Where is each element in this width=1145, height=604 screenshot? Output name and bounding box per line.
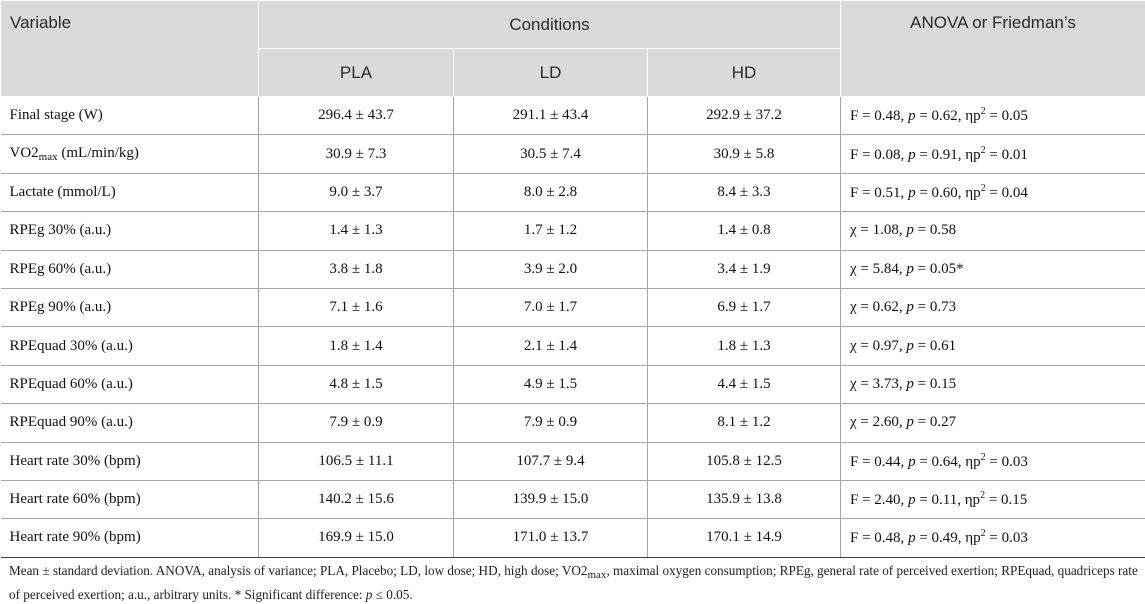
cell-hd: 1.4 ± 0.8 <box>648 212 841 250</box>
cell-statistic: F = 0.08, p = 0.91, ηp2 = 0.01 <box>841 135 1145 173</box>
cell-hd: 8.1 ± 1.2 <box>648 404 841 442</box>
cell-variable: Heart rate 30% (bpm) <box>1 442 259 480</box>
cell-pla: 106.5 ± 11.1 <box>259 442 454 480</box>
cell-pla: 1.8 ± 1.4 <box>259 327 454 365</box>
cell-statistic: F = 0.44, p = 0.64, ηp2 = 0.03 <box>841 442 1145 480</box>
cell-statistic: χ = 3.73, p = 0.15 <box>841 365 1145 403</box>
cell-statistic: χ = 0.97, p = 0.61 <box>841 327 1145 365</box>
cell-statistic: χ = 0.62, p = 0.73 <box>841 288 1145 326</box>
cell-ld: 2.1 ± 1.4 <box>454 327 648 365</box>
cell-ld: 30.5 ± 7.4 <box>454 135 648 173</box>
cell-pla: 169.9 ± 15.0 <box>259 519 454 557</box>
cell-statistic: χ = 1.08, p = 0.58 <box>841 212 1145 250</box>
header-hd: HD <box>648 49 841 97</box>
cell-statistic: F = 2.40, p = 0.11, ηp2 = 0.15 <box>841 480 1145 518</box>
cell-pla: 140.2 ± 15.6 <box>259 480 454 518</box>
cell-variable: RPEg 30% (a.u.) <box>1 212 259 250</box>
cell-hd: 30.9 ± 5.8 <box>648 135 841 173</box>
cell-ld: 171.0 ± 13.7 <box>454 519 648 557</box>
cell-ld: 3.9 ± 2.0 <box>454 250 648 288</box>
cell-statistic: χ = 5.84, p = 0.05* <box>841 250 1145 288</box>
cell-hd: 4.4 ± 1.5 <box>648 365 841 403</box>
cell-variable: RPEg 90% (a.u.) <box>1 288 259 326</box>
cell-pla: 9.0 ± 3.7 <box>259 173 454 211</box>
cell-pla: 7.1 ± 1.6 <box>259 288 454 326</box>
cell-hd: 3.4 ± 1.9 <box>648 250 841 288</box>
cell-hd: 135.9 ± 13.8 <box>648 480 841 518</box>
cell-hd: 1.8 ± 1.3 <box>648 327 841 365</box>
table-footnote: Mean ± standard deviation. ANOVA, analys… <box>9 561 1139 604</box>
cell-ld: 291.1 ± 43.4 <box>454 97 648 135</box>
cell-hd: 170.1 ± 14.9 <box>648 519 841 557</box>
cell-statistic: F = 0.48, p = 0.62, ηp2 = 0.05 <box>841 97 1145 135</box>
cell-variable: Final stage (W) <box>1 97 259 135</box>
cell-hd: 6.9 ± 1.7 <box>648 288 841 326</box>
cell-ld: 107.7 ± 9.4 <box>454 442 648 480</box>
cell-variable: Heart rate 60% (bpm) <box>1 480 259 518</box>
results-table-container: Variable Conditions ANOVA or Friedman’s … <box>0 0 1145 558</box>
cell-hd: 292.9 ± 37.2 <box>648 97 841 135</box>
cell-variable: VO2max (mL/min/kg) <box>1 135 259 173</box>
cell-pla: 30.9 ± 7.3 <box>259 135 454 173</box>
cell-ld: 4.9 ± 1.5 <box>454 365 648 403</box>
cell-variable: RPEquad 90% (a.u.) <box>1 404 259 442</box>
cell-pla: 1.4 ± 1.3 <box>259 212 454 250</box>
table-header: Variable Conditions ANOVA or Friedman’s … <box>1 1 1145 97</box>
cell-statistic: F = 0.51, p = 0.60, ηp2 = 0.04 <box>841 173 1145 211</box>
cell-variable: RPEquad 60% (a.u.) <box>1 365 259 403</box>
cell-ld: 7.0 ± 1.7 <box>454 288 648 326</box>
cell-variable: Heart rate 90% (bpm) <box>1 519 259 557</box>
cell-ld: 8.0 ± 2.8 <box>454 173 648 211</box>
header-pla: PLA <box>259 49 454 97</box>
header-anova: ANOVA or Friedman’s <box>841 1 1145 97</box>
results-table: Variable Conditions ANOVA or Friedman’s … <box>0 0 1145 558</box>
cell-hd: 105.8 ± 12.5 <box>648 442 841 480</box>
cell-statistic: F = 0.48, p = 0.49, ηp2 = 0.03 <box>841 519 1145 557</box>
cell-variable: RPEquad 30% (a.u.) <box>1 327 259 365</box>
cell-pla: 7.9 ± 0.9 <box>259 404 454 442</box>
header-conditions: Conditions <box>259 1 841 49</box>
cell-ld: 139.9 ± 15.0 <box>454 480 648 518</box>
cell-pla: 296.4 ± 43.7 <box>259 97 454 135</box>
cell-pla: 4.8 ± 1.5 <box>259 365 454 403</box>
cell-ld: 7.9 ± 0.9 <box>454 404 648 442</box>
cell-statistic: χ = 2.60, p = 0.27 <box>841 404 1145 442</box>
header-ld: LD <box>454 49 648 97</box>
cell-hd: 8.4 ± 3.3 <box>648 173 841 211</box>
cell-pla: 3.8 ± 1.8 <box>259 250 454 288</box>
cell-variable: RPEg 60% (a.u.) <box>1 250 259 288</box>
cell-ld: 1.7 ± 1.2 <box>454 212 648 250</box>
cell-variable: Lactate (mmol/L) <box>1 173 259 211</box>
header-variable: Variable <box>1 1 259 97</box>
